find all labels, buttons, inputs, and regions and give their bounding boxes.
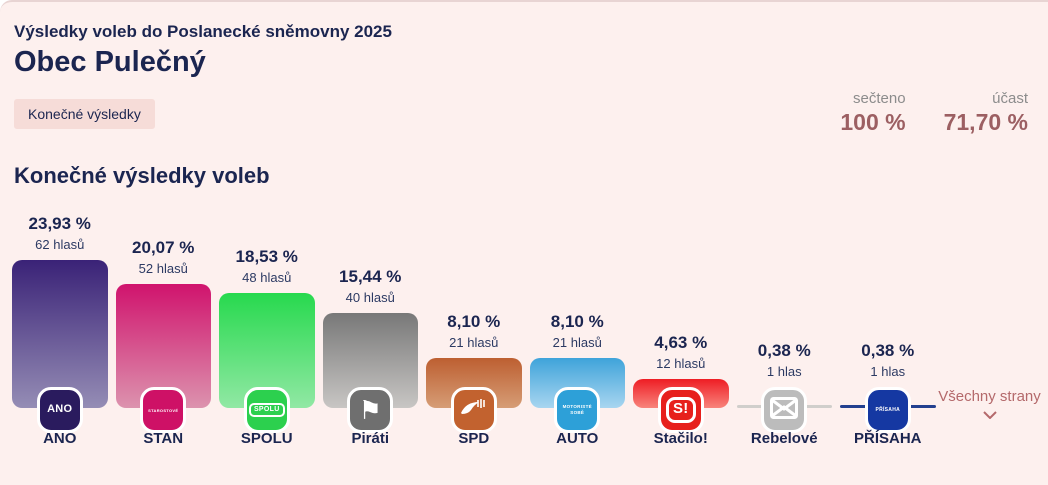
party-logo-text: SPOLU (248, 402, 285, 418)
results-bar-chart: 23,93 % 62 hlasů ANO ANO 20,07 % 52 hlas… (8, 191, 1048, 453)
party-logo-text: MOTORISTÉ SOBĚ (562, 404, 592, 415)
stat-turnout-value: 71,70 % (943, 109, 1028, 135)
party-percent: 4,63 % (654, 333, 708, 352)
party-votes: 62 hlasů (35, 237, 85, 252)
party-logo-icon: STAROSTOVÉ (140, 387, 187, 433)
pirate-flag-icon: ⚑ (358, 395, 382, 425)
stat-counted: sečteno 100 % (840, 90, 905, 136)
party-value-labels: 0,38 % 1 hlas (824, 340, 952, 381)
party-name: PŘÍSAHA (853, 430, 922, 447)
party-percent: 23,93 % (28, 214, 91, 233)
party-percent: 18,53 % (235, 247, 298, 266)
party-value-labels: 20,07 % 52 hlasů (100, 237, 228, 278)
status-badge: Konečné výsledky (14, 99, 155, 129)
party-logo-icon: PŘÍSAHA (864, 387, 911, 433)
party-logo-text: STAROSTOVÉ (148, 407, 179, 413)
party-column-spd: 8,10 % 21 hlasů SPD (422, 191, 526, 453)
party-logo-icon: ⚑ (347, 387, 394, 433)
party-column-rebelove: 0,38 % 1 hlas Rebelové (733, 191, 837, 453)
party-column-prisaha: 0,38 % 1 hlas PŘÍSAHA PŘÍSAHA (836, 191, 940, 453)
party-percent: 15,44 % (339, 267, 402, 286)
all-parties-container: Všechny strany (938, 191, 1044, 453)
party-value-labels: 8,10 % 21 hlasů (410, 311, 538, 352)
party-name: ANO (43, 430, 77, 447)
party-name: AUTO (556, 430, 599, 447)
party-logo-icon (450, 387, 497, 433)
party-column-ano: 23,93 % 62 hlasů ANO ANO (8, 191, 112, 453)
party-logo-icon: SPOLU (243, 387, 290, 433)
stat-turnout: účast 71,70 % (944, 90, 1028, 136)
party-value-labels: 4,63 % 12 hlasů (617, 332, 745, 373)
page-title: Obec Pulečný (14, 46, 206, 78)
stat-turnout-label: účast (992, 90, 1028, 107)
chevron-down-icon (936, 411, 1044, 419)
election-subtitle: Výsledky voleb do Poslanecké sněmovny 20… (14, 22, 392, 41)
party-name: SPD (458, 430, 490, 447)
party-column-stacilo: 4,63 % 12 hlasů S! Stačilo! (629, 191, 733, 453)
party-logo-icon: MOTORISTÉ SOBĚ (554, 387, 601, 433)
party-value-labels: 0,38 % 1 hlas (721, 340, 849, 381)
party-percent: 20,07 % (132, 238, 195, 257)
party-votes: 1 hlas (766, 364, 802, 379)
party-votes: 1 hlas (870, 364, 906, 379)
party-name: Rebelové (750, 430, 818, 447)
stat-counted-label: sečteno (853, 90, 906, 107)
party-bar (12, 260, 108, 408)
party-value-labels: 23,93 % 62 hlasů (0, 213, 124, 254)
party-percent: 8,10 % (447, 312, 501, 331)
party-name: STAN (143, 430, 184, 447)
all-parties-toggle[interactable]: Všechny strany (936, 388, 1044, 419)
party-name: SPOLU (240, 430, 293, 447)
party-percent: 8,10 % (550, 312, 604, 331)
stats-panel: sečteno 100 % účast 71,70 % (840, 90, 1028, 136)
party-votes: 48 hlasů (242, 270, 292, 285)
party-logo-icon (761, 387, 808, 433)
stat-counted-value: 100 % (840, 109, 906, 135)
party-votes: 52 hlasů (138, 261, 188, 276)
party-value-labels: 18,53 % 48 hlasů (203, 246, 331, 287)
party-logo-icon: ANO (36, 387, 83, 433)
party-votes: 21 hlasů (552, 335, 602, 350)
party-percent: 0,38 % (861, 341, 915, 360)
party-votes: 21 hlasů (449, 335, 499, 350)
page-header: Výsledky voleb do Poslanecké sněmovny 20… (0, 2, 1048, 135)
party-name: Stačilo! (653, 430, 708, 447)
party-column-auto: 8,10 % 21 hlasů MOTORISTÉ SOBĚ AUTO (526, 191, 630, 453)
party-column-pirati: 15,44 % 40 hlasů ⚑ Piráti (319, 191, 423, 453)
party-column-spolu: 18,53 % 48 hlasů SPOLU SPOLU (215, 191, 319, 453)
party-votes: 12 hlasů (656, 356, 706, 371)
section-heading: Konečné výsledky voleb (14, 163, 270, 188)
party-name: Piráti (351, 430, 389, 447)
party-value-labels: 8,10 % 21 hlasů (514, 311, 642, 352)
party-percent: 0,38 % (757, 341, 811, 360)
party-logo-text: PŘÍSAHA (875, 406, 901, 413)
bird-icon (459, 397, 489, 424)
party-votes: 40 hlasů (345, 290, 395, 305)
party-column-stan: 20,07 % 52 hlasů STAROSTOVÉ STAN (112, 191, 216, 453)
party-value-labels: 15,44 % 40 hlasů (307, 266, 435, 307)
party-logo-text: S! (665, 397, 696, 423)
party-logo-text: ANO (47, 403, 73, 416)
all-parties-label: Všechny strany (938, 388, 1041, 405)
party-logo-icon: S! (657, 387, 704, 433)
envelope-icon (770, 396, 799, 424)
